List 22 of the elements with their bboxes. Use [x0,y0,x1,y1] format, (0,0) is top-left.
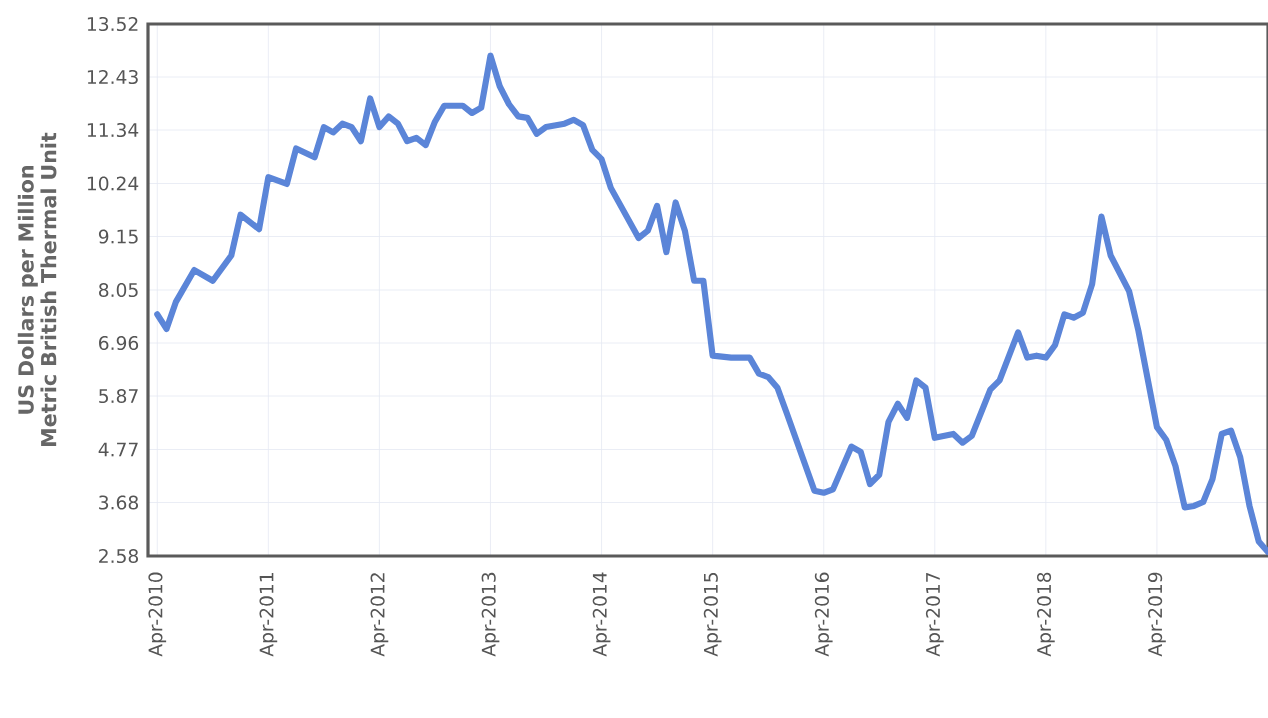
y-tick-label: 11.34 [87,122,139,138]
y-tick-label: 2.58 [99,548,139,564]
x-tick-label: Apr-2010 [148,572,167,657]
x-tick-label: Apr-2014 [592,572,611,657]
y-tick-label: 13.52 [87,16,138,32]
y-tick-label: 6.96 [99,335,139,351]
x-tick-label: Apr-2016 [814,572,833,657]
y-tick-label: 12.43 [87,69,138,85]
x-tick-label: Apr-2013 [481,572,500,657]
x-tick-label: Apr-2019 [1148,572,1166,657]
x-tick-label: Apr-2011 [259,573,278,657]
y-tick-label: 10.24 [87,176,139,191]
x-tick-label: Apr-2018 [1036,572,1055,657]
x-tick-label: Apr-2017 [925,572,944,657]
y-tick-label: 5.87 [99,388,138,404]
y-tick-label: 8.05 [99,282,138,298]
y-tick-label: 4.77 [98,442,138,457]
y-tick-label: 9.15 [98,229,138,244]
y-axis-title: US Dollars per Million Metric British Thermal Unit [17,132,57,446]
x-tick-label: Apr-2015 [703,573,722,657]
x-tick-label: Apr-2012 [370,573,389,657]
y-tick-label: 3.68 [99,495,139,510]
